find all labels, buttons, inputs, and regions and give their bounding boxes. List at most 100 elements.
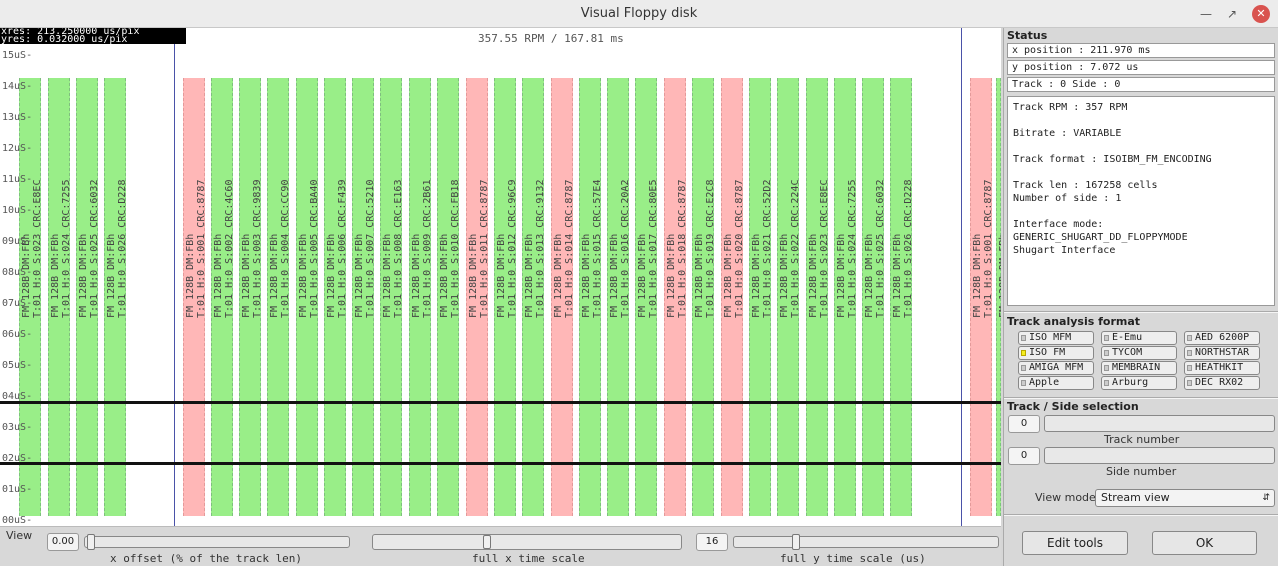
info-line: Number of side : 1 [1013,193,1122,204]
y-scale-caption: full y time scale (us) [780,552,926,565]
close-icon[interactable]: ✕ [1252,5,1270,23]
sector-label: FM 128B DM:FBh T:01 H:0 S:001 CRC:8787 [185,82,213,322]
format-button-membrain[interactable]: MEMBRAIN [1101,361,1177,375]
format-button-tycom[interactable]: TYCOM [1101,346,1177,360]
led-indicator-icon [1021,380,1026,386]
sector-band[interactable]: FM 128B DM:FBh T:01 H:0 S:026 CRC:D228 [890,78,914,516]
slider-knob[interactable] [87,534,95,550]
sector-label: FM 128B DM:FBh T:01 H:0 S:018 CRC:8787 [666,82,694,322]
sector-label: FM 128B DM:FBh T:01 H:0 S:021 CRC:52D2 [751,82,779,322]
info-line: Track len : 167258 cells [1013,180,1158,191]
analysis-title: Track analysis format [1007,315,1141,328]
sector-band[interactable]: FM 128B DM:FBh T:01 H:0 S:020 CRC:8787 [721,78,745,516]
info-line: Track RPM : 357 RPM [1013,102,1128,113]
sector-label: FM 128B DM:FBh [998,82,1001,322]
x-offset-value[interactable]: 0.00 [47,533,79,551]
separator [1004,311,1278,313]
sector-band[interactable]: FM 128B DM:FBh T:01 H:0 S:024 CRC:7255 [834,78,858,516]
sector-band[interactable]: FM 128B DM:FBh T:01 H:0 S:026 CRC:D228 [104,78,128,516]
sector-band[interactable]: FM 128B DM:FBh T:01 H:0 S:002 CRC:4C60 [211,78,235,516]
sector-band[interactable]: FM 128B DM:FBh T:01 H:0 S:006 CRC:F439 [324,78,348,516]
sector-label-line1: FM 128B DM:FBh [779,233,790,318]
sector-label-line1: FM 128B DM:FBh [524,233,535,318]
restore-icon[interactable]: ↗ [1226,7,1238,21]
sector-band[interactable]: FM 128B DM:FBh T:01 H:0 S:025 CRC:6032 [76,78,100,516]
slider-knob[interactable] [483,535,491,549]
status-title: Status [1007,29,1048,42]
sector-label-line1: FM 128B DM:FBh [581,233,592,318]
sector-band[interactable]: FM 128B DM:FBh T:01 H:0 S:013 CRC:9132 [522,78,546,516]
format-label: Arburg [1112,377,1149,388]
format-button-heathkit[interactable]: HEATHKIT [1184,361,1260,375]
sector-band[interactable]: FM 128B DM:FBh T:01 H:0 S:022 CRC:224C [777,78,801,516]
sector-band[interactable]: FM 128B DM:FBh T:01 H:0 S:001 CRC:8787 [183,78,207,516]
format-button-northstar[interactable]: NORTHSTAR [1184,346,1260,360]
y-time-scale-slider[interactable] [733,534,999,550]
title-bar: Visual Floppy disk — ↗ ✕ [0,0,1278,28]
led-indicator-icon [1021,365,1026,371]
track-side-field: Track : 0 Side : 0 [1007,77,1275,92]
sector-band[interactable]: FM 128B DM:FBh T:01 H:0 S:017 CRC:80E5 [635,78,659,516]
sector-band[interactable]: FM 128B DM:FBh T:01 H:0 S:001 CRC:8787 [970,78,994,516]
slider-knob[interactable] [792,534,800,550]
sector-band[interactable]: FM 128B DM:FBh T:01 H:0 S:025 CRC:6032 [862,78,886,516]
sector-band[interactable]: FM 128B DM:FBh T:01 H:0 S:011 CRC:8787 [466,78,490,516]
sector-label-line2: T:01 H:0 S:003 CRC:9839 [252,179,263,318]
format-button-dec-rx02[interactable]: DEC RX02 [1184,376,1260,390]
side-number-slider[interactable] [1044,447,1275,464]
sector-band[interactable]: FM 128B DM:FBh T:01 H:0 S:008 CRC:E163 [380,78,404,516]
sector-band[interactable]: FM 128B DM:FBh T:01 H:0 S:023 CRC:E8EC [806,78,830,516]
sector-band[interactable]: FM 128B DM:FBh T:01 H:0 S:007 CRC:5210 [352,78,376,516]
format-button-iso-mfm[interactable]: ISO MFM [1018,331,1094,345]
sector-label: FM 128B DM:FBh T:01 H:0 S:017 CRC:80E5 [637,82,665,322]
sector-label-line1: FM 128B DM:FBh [864,233,875,318]
track-number-value[interactable]: 0 [1008,415,1040,433]
view-mode-select[interactable]: Stream view ⇵ [1095,489,1275,507]
sector-band[interactable]: FM 128B DM:FBh T:01 H:0 S:024 CRC:7255 [48,78,72,516]
sector-band[interactable]: FM 128B DM:FBh [996,78,1001,516]
sector-label: FM 128B DM:FBh T:01 H:0 S:020 CRC:8787 [723,82,751,322]
sector-band[interactable]: FM 128B DM:FBh T:01 H:0 S:003 CRC:9839 [239,78,263,516]
ok-button[interactable]: OK [1152,531,1257,555]
led-indicator-icon [1104,335,1109,341]
sector-label-line1: FM 128B DM:FBh [637,233,648,318]
sector-band[interactable]: FM 128B DM:FBh T:01 H:0 S:023 CRC:E8EC [19,78,43,516]
x-offset-caption: x offset (% of the track len) [110,552,303,565]
x-offset-slider[interactable] [84,534,350,550]
sector-band[interactable]: FM 128B DM:FBh T:01 H:0 S:021 CRC:52D2 [749,78,773,516]
y-axis-label: 05uS- [2,360,33,371]
sector-band[interactable]: FM 128B DM:FBh T:01 H:0 S:005 CRC:BA40 [296,78,320,516]
sector-band[interactable]: FM 128B DM:FBh T:01 H:0 S:019 CRC:E2C8 [692,78,716,516]
index-marker-line [961,28,962,526]
side-number-value[interactable]: 0 [1008,447,1040,465]
format-button-amiga-mfm[interactable]: AMIGA MFM [1018,361,1094,375]
minimize-icon[interactable]: — [1200,7,1212,21]
sector-band[interactable]: FM 128B DM:FBh T:01 H:0 S:010 CRC:FB18 [437,78,461,516]
sector-band[interactable]: FM 128B DM:FBh T:01 H:0 S:012 CRC:96C9 [494,78,518,516]
format-button-e-emu[interactable]: E-Emu [1101,331,1177,345]
sector-band[interactable]: FM 128B DM:FBh T:01 H:0 S:018 CRC:8787 [664,78,688,516]
sector-band[interactable]: FM 128B DM:FBh T:01 H:0 S:015 CRC:57E4 [579,78,603,516]
format-button-apple[interactable]: Apple [1018,376,1094,390]
track-stream-view[interactable]: FM 128B DM:FBh T:01 H:0 S:023 CRC:E8EC FM … [0,28,1001,526]
sector-label-line1: FM 128B DM:FBh [382,233,393,318]
edit-tools-button[interactable]: Edit tools [1022,531,1128,555]
track-number-slider[interactable] [1044,415,1275,432]
sector-band[interactable]: FM 128B DM:FBh T:01 H:0 S:009 CRC:2B61 [409,78,433,516]
format-button-iso-fm[interactable]: ISO FM [1018,346,1094,360]
sector-label: FM 128B DM:FBh T:01 H:0 S:006 CRC:F439 [326,82,354,322]
sector-band[interactable]: FM 128B DM:FBh T:01 H:0 S:004 CRC:CC90 [267,78,291,516]
sector-band[interactable]: FM 128B DM:FBh T:01 H:0 S:014 CRC:8787 [551,78,575,516]
x-time-scale-slider[interactable] [372,534,682,550]
sector-label: FM 128B DM:FBh T:01 H:0 S:026 CRC:D228 [892,82,920,322]
format-button-arburg[interactable]: Arburg [1101,376,1177,390]
sector-label-line1: FM 128B DM:FBh [106,233,117,318]
sector-label: FM 128B DM:FBh T:01 H:0 S:024 CRC:7255 [50,82,78,322]
format-button-aed-6200p[interactable]: AED 6200P [1184,331,1260,345]
y-scale-value[interactable]: 16 [696,533,728,551]
sector-label-line1: FM 128B DM:FBh [439,233,450,318]
y-axis-label: 02uS- [2,453,33,464]
sector-label-line1: FM 128B DM:FBh [751,233,762,318]
sector-label: FM 128B DM:FBh T:01 H:0 S:015 CRC:57E4 [581,82,609,322]
sector-band[interactable]: FM 128B DM:FBh T:01 H:0 S:016 CRC:20A2 [607,78,631,516]
